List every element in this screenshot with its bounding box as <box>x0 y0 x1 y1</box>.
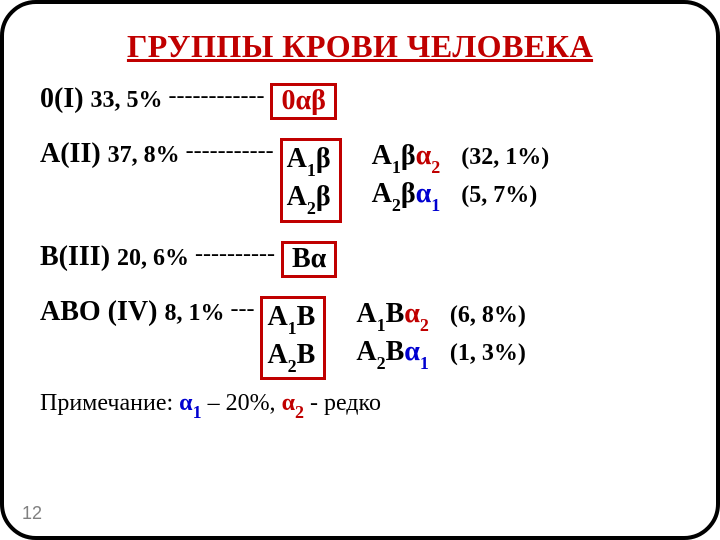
group-biii: B(III) 20, 6% <box>40 241 189 273</box>
slide-title: ГРУППЫ КРОВИ ЧЕЛОВЕКА <box>40 28 680 65</box>
footnote: Примечание: α1 – 20%, α2 - редко <box>40 390 680 421</box>
ph-pct: (1, 3%) <box>436 340 526 366</box>
ph-pct: (32, 1%) <box>447 144 549 170</box>
dashes: ----------- <box>180 138 280 165</box>
group-label: B(III) <box>40 241 110 272</box>
phenotypes-ab: A1Bα2 (6, 8%) A2Bα1 (1, 3%) <box>326 296 526 372</box>
genotype-box-a: A1β A2β <box>280 138 342 222</box>
ph-a2ba1: A2βα1 <box>372 178 448 209</box>
row-aii: A(II) 37, 8% ----------- A1β A2β A1βα2 (… <box>40 138 680 222</box>
group-aii: A(II) 37, 8% <box>40 138 180 170</box>
ph-pct: (5, 7%) <box>447 182 537 208</box>
slide-frame: ГРУППЫ КРОВИ ЧЕЛОВЕКА 0(I) 33, 5% ------… <box>0 0 720 540</box>
group-label: A(II) <box>40 138 101 169</box>
dashes: ------------ <box>163 83 271 110</box>
group-pct: 33, 5% <box>91 87 163 113</box>
page-number: 12 <box>22 503 42 524</box>
ph-a1Ba2: A1Bα2 <box>356 298 436 329</box>
group-pct: 8, 1% <box>164 300 224 326</box>
genotype-box-ab: A1B A2B <box>260 296 326 380</box>
geno-a1b: A1β <box>287 141 331 179</box>
ph-pct: (6, 8%) <box>436 302 526 328</box>
group-pct: 37, 8% <box>108 142 180 168</box>
group-0i: 0(I) 33, 5% <box>40 83 163 115</box>
geno-a2B: A2B <box>267 337 315 375</box>
dashes: --- <box>224 296 260 323</box>
genotype-0: 0αβ <box>270 83 336 120</box>
group-label: 0(I) <box>40 83 84 114</box>
genotype-b: Bα <box>281 241 337 278</box>
phenotypes-a: A1βα2 (32, 1%) A2βα1 (5, 7%) <box>342 138 550 214</box>
ph-a1ba2: A1βα2 <box>372 140 448 171</box>
group-label: ABO (IV) <box>40 296 157 327</box>
group-pct: 20, 6% <box>117 245 189 271</box>
row-0i: 0(I) 33, 5% ------------ 0αβ <box>40 83 680 120</box>
row-biii: B(III) 20, 6% ---------- Bα <box>40 241 680 278</box>
geno-a2b: A2β <box>287 179 331 217</box>
row-abiv: ABO (IV) 8, 1% --- A1B A2B A1Bα2 (6, 8%) <box>40 296 680 380</box>
dashes: ---------- <box>189 241 281 268</box>
group-abiv: ABO (IV) 8, 1% <box>40 296 224 328</box>
ph-a2Ba1: A2Bα1 <box>356 336 436 367</box>
geno-a1B: A1B <box>267 299 315 337</box>
